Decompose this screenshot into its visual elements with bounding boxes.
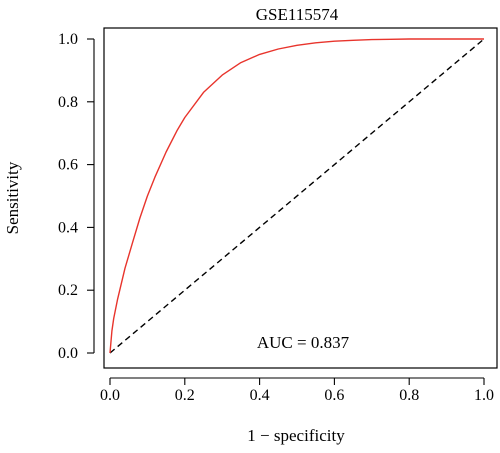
auc-annotation: AUC = 0.837 xyxy=(257,333,350,352)
y-tick-label: 1.0 xyxy=(58,31,78,48)
series-layer xyxy=(109,38,485,354)
roc-curve xyxy=(109,38,484,354)
y-tick-label: 0.2 xyxy=(58,282,78,299)
x-tick-label: 0.0 xyxy=(100,387,120,404)
chart-title: GSE115574 xyxy=(256,5,339,24)
y-axis: 0.0 0.2 0.4 0.6 0.8 1.0 xyxy=(58,31,95,362)
x-axis: 0.0 0.2 0.4 0.6 0.8 1.0 xyxy=(100,377,494,404)
y-tick-label: 0.8 xyxy=(58,94,78,111)
x-tick-label: 0.4 xyxy=(250,387,270,404)
y-tick-label: 0.4 xyxy=(58,219,78,236)
x-tick-label: 0.8 xyxy=(399,387,419,404)
y-tick-label: 0.6 xyxy=(58,157,78,174)
x-axis-title: 1 − specificity xyxy=(247,426,345,445)
x-tick-label: 0.6 xyxy=(324,387,344,404)
x-tick-label: 1.0 xyxy=(474,387,494,404)
y-tick-label: 0.0 xyxy=(58,345,78,362)
x-tick-label: 0.2 xyxy=(175,387,195,404)
reference-diagonal-line xyxy=(109,38,485,354)
plot-frame xyxy=(103,27,498,369)
y-axis-title: Sensitivity xyxy=(3,161,22,234)
